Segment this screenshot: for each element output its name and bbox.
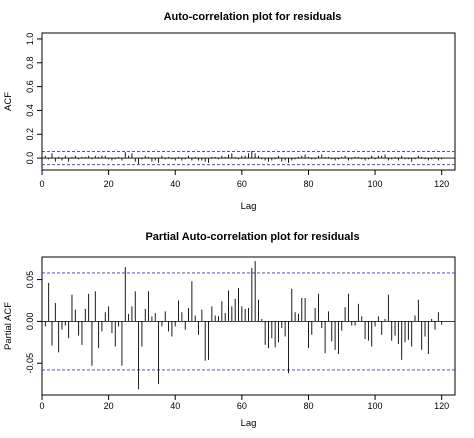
pacf-y-tick-label: -0.05: [25, 353, 35, 374]
pacf-plot-frame: [41, 256, 456, 396]
pacf-y-tick-label: 0.05: [25, 271, 35, 289]
acf-y-tick-label: 1.0: [25, 33, 35, 46]
pacf-x-tick-label: 80: [303, 401, 313, 411]
pacf-x-tick-label: 0: [39, 401, 44, 411]
pacf-chart: Partial Auto-correlation plot for residu…: [3, 231, 456, 429]
acf-y-tick-label: 0.6: [25, 80, 35, 93]
pacf-x-tick-label: 120: [434, 401, 449, 411]
pacf-y-axis-label: Partial ACF: [3, 302, 14, 350]
acf-x-tick-label: 100: [368, 179, 383, 189]
acf-x-tick-label: 20: [104, 179, 114, 189]
acf-x-tick-label: 60: [237, 179, 247, 189]
acf-title: Auto-correlation plot for residuals: [164, 11, 342, 23]
acf-x-tick-label: 0: [39, 179, 44, 189]
acf-chart: Auto-correlation plot for residuals 0 20 40…: [3, 11, 456, 212]
acf-y-tick-label: 0.4: [25, 104, 35, 117]
acf-plot-frame: [41, 32, 456, 171]
pacf-x-tick-label: 20: [104, 401, 114, 411]
acf-y-tick-label: 0.8: [25, 57, 35, 70]
acf-x-tick-label: 40: [170, 179, 180, 189]
acf-y-tick-label: 0.2: [25, 128, 35, 141]
acf-y-tick-label: 0.0: [25, 152, 35, 165]
pacf-x-tick-label: 100: [368, 401, 383, 411]
pacf-title: Partial Auto-correlation plot for residu…: [145, 231, 359, 243]
acf-x-tick-label: 80: [303, 179, 313, 189]
pacf-x-axis-label: Lag: [241, 418, 257, 429]
pacf-y-tick-label: 0.00: [25, 313, 35, 331]
acf-x-axis-label: Lag: [241, 201, 257, 212]
pacf-x-tick-label: 60: [237, 401, 247, 411]
acf-y-axis-label: ACF: [3, 92, 14, 111]
pacf-x-tick-label: 40: [170, 401, 180, 411]
acf-x-tick-label: 120: [434, 179, 449, 189]
